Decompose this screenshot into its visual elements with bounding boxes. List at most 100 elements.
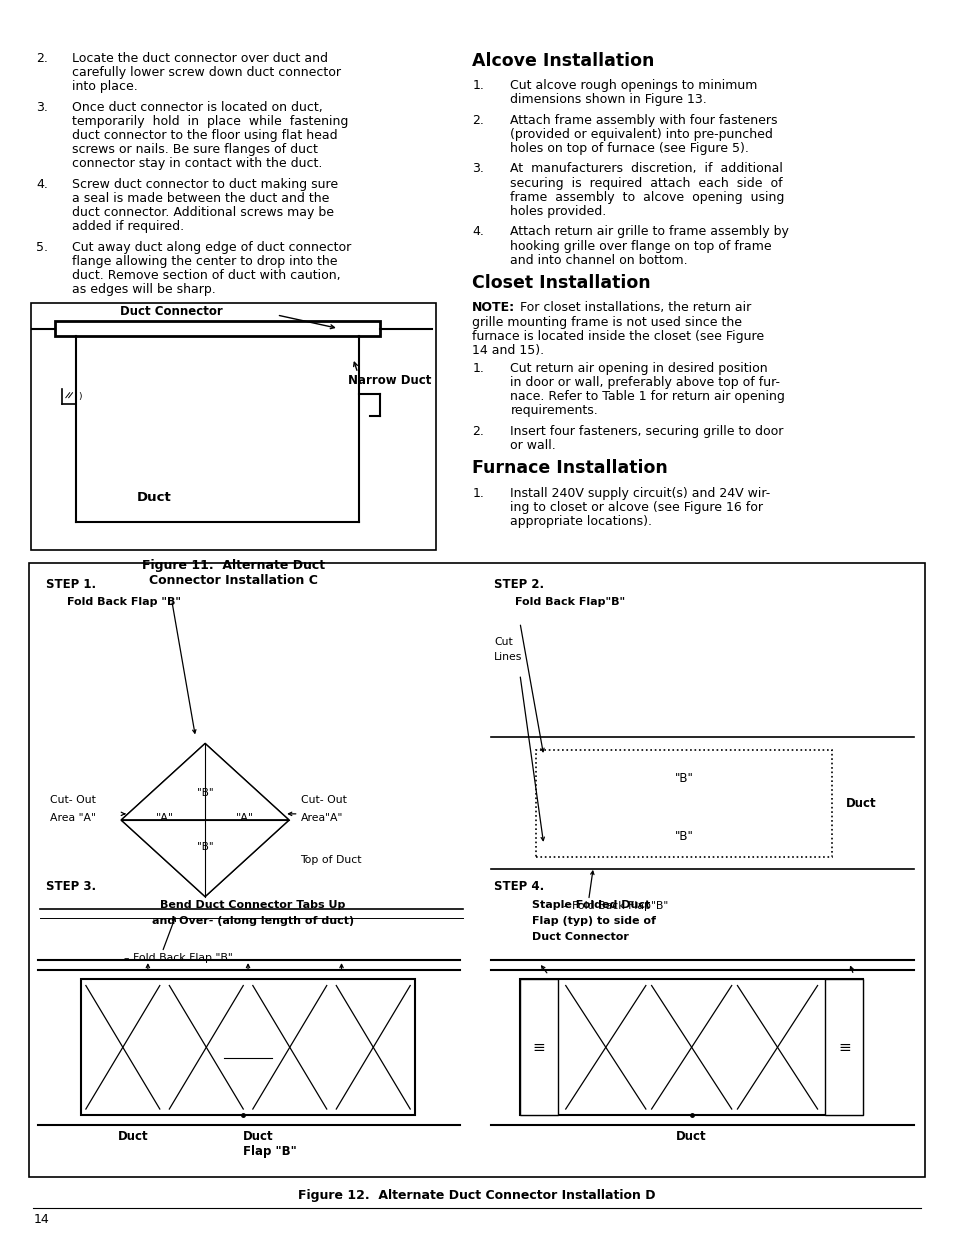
Bar [30, 303, 436, 550]
Text: into place.: into place. [71, 80, 137, 94]
Bar [519, 979, 862, 1115]
Text: Cut: Cut [494, 637, 513, 647]
Text: Cut return air opening in desired position: Cut return air opening in desired positi… [510, 362, 767, 375]
Bar [55, 321, 379, 336]
Text: Cut away duct along edge of duct connector: Cut away duct along edge of duct connect… [71, 241, 351, 254]
Text: Area "A": Area "A" [50, 813, 95, 823]
Text: "B": "B" [674, 772, 693, 785]
Text: Figure 12.  Alternate Duct Connector Installation D: Figure 12. Alternate Duct Connector Inst… [298, 1189, 655, 1203]
Bar [29, 563, 924, 1177]
Text: a seal is made between the duct and the: a seal is made between the duct and the [71, 193, 329, 205]
Text: Duct Connector: Duct Connector [120, 305, 223, 317]
Text: Flap (typ) to side of: Flap (typ) to side of [532, 916, 656, 926]
Text: – Fold Back Flap "B": – Fold Back Flap "B" [124, 953, 233, 963]
Text: 3.: 3. [36, 101, 48, 114]
Text: 1.: 1. [472, 79, 483, 93]
Text: 2.: 2. [36, 52, 48, 65]
Text: and Over- (along length of duct): and Over- (along length of duct) [152, 916, 354, 926]
Text: temporarily  hold  in  place  while  fastening: temporarily hold in place while fastenin… [71, 115, 348, 128]
Text: For closet installations, the return air: For closet installations, the return air [512, 301, 751, 315]
Text: dimensions shown in Figure 13.: dimensions shown in Figure 13. [510, 94, 706, 106]
Text: Duct: Duct [845, 797, 876, 810]
Text: Attach frame assembly with four fasteners: Attach frame assembly with four fastener… [510, 114, 777, 127]
Text: 5.: 5. [36, 241, 49, 254]
Text: "B": "B" [196, 788, 213, 798]
Text: appropriate locations).: appropriate locations). [510, 515, 652, 529]
Text: Staple Folded Duct: Staple Folded Duct [532, 899, 650, 910]
Text: 14 and 15).: 14 and 15). [472, 343, 544, 357]
Text: nace. Refer to Table 1 for return air opening: nace. Refer to Table 1 for return air op… [510, 390, 784, 404]
Text: ≡: ≡ [837, 1040, 850, 1055]
Text: 4.: 4. [36, 178, 48, 191]
Text: Cut- Out: Cut- Out [300, 795, 346, 805]
Text: grille mounting frame is not used since the: grille mounting frame is not used since … [472, 316, 741, 329]
Text: 14: 14 [33, 1213, 50, 1226]
Text: STEP 3.: STEP 3. [46, 879, 96, 893]
Text: Area"A": Area"A" [300, 813, 342, 823]
Text: Install 240V supply circuit(s) and 24V wir-: Install 240V supply circuit(s) and 24V w… [510, 487, 770, 500]
Text: added if required.: added if required. [71, 220, 184, 233]
Text: Furnace Installation: Furnace Installation [472, 459, 667, 478]
Text: Duct: Duct [137, 492, 172, 504]
Polygon shape [121, 743, 205, 897]
Text: At  manufacturers  discretion,  if  additional: At manufacturers discretion, if addition… [510, 163, 782, 175]
Text: 1.: 1. [472, 362, 483, 375]
Text: Insert four fasteners, securing grille to door: Insert four fasteners, securing grille t… [510, 425, 783, 438]
Text: Bend Duct Connector Tabs Up: Bend Duct Connector Tabs Up [160, 899, 345, 910]
Text: Alcove Installation: Alcove Installation [472, 52, 654, 70]
Text: STEP 4.: STEP 4. [494, 879, 544, 893]
Text: 1.: 1. [472, 487, 483, 500]
Text: frame  assembly  to  alcove  opening  using: frame assembly to alcove opening using [510, 191, 784, 204]
Text: 2.: 2. [472, 425, 483, 438]
Text: Duct: Duct [676, 1130, 706, 1144]
Text: connector stay in contact with the duct.: connector stay in contact with the duct. [71, 158, 321, 170]
Text: Flap "B": Flap "B" [243, 1145, 296, 1158]
Text: and into channel on bottom.: and into channel on bottom. [510, 254, 687, 267]
Text: Lines: Lines [494, 652, 522, 662]
Text: Closet Installation: Closet Installation [472, 274, 650, 293]
Text: holes provided.: holes provided. [510, 205, 606, 219]
Text: ing to closet or alcove (see Figure 16 for: ing to closet or alcove (see Figure 16 f… [510, 501, 762, 514]
Text: securing  is  required  attach  each  side  of: securing is required attach each side of [510, 177, 782, 190]
Text: ): ) [78, 391, 82, 401]
Text: 4.: 4. [472, 226, 483, 238]
Text: carefully lower screw down duct connector: carefully lower screw down duct connecto… [71, 65, 340, 79]
Text: requirements.: requirements. [510, 404, 598, 417]
Text: furnace is located inside the closet (see Figure: furnace is located inside the closet (se… [472, 330, 763, 343]
Text: hooking grille over flange on top of frame: hooking grille over flange on top of fra… [510, 240, 771, 253]
Text: Fold Back Flap"B": Fold Back Flap"B" [515, 597, 624, 606]
Polygon shape [121, 820, 289, 897]
Text: – Fold Back Flap"B": – Fold Back Flap"B" [562, 902, 667, 911]
Text: "A": "A" [236, 813, 253, 823]
Bar [824, 979, 862, 1115]
Text: Narrow Duct: Narrow Duct [348, 374, 431, 387]
Polygon shape [121, 743, 289, 820]
Bar [519, 979, 558, 1115]
Text: Top of Duct: Top of Duct [300, 855, 361, 864]
Text: Locate the duct connector over duct and: Locate the duct connector over duct and [71, 52, 327, 65]
Bar [536, 750, 831, 857]
Text: "B": "B" [196, 842, 213, 852]
Text: screws or nails. Be sure flanges of duct: screws or nails. Be sure flanges of duct [71, 143, 317, 157]
Text: Attach return air grille to frame assembly by: Attach return air grille to frame assemb… [510, 226, 788, 238]
Text: 3.: 3. [472, 163, 483, 175]
Text: duct connector to the floor using flat head: duct connector to the floor using flat h… [71, 130, 336, 142]
Bar [81, 979, 415, 1115]
Text: STEP 2.: STEP 2. [494, 578, 544, 592]
Text: "A": "A" [156, 813, 173, 823]
Polygon shape [205, 743, 289, 897]
Text: duct connector. Additional screws may be: duct connector. Additional screws may be [71, 206, 334, 220]
Text: "B": "B" [674, 830, 693, 844]
Text: holes on top of furnace (see Figure 5).: holes on top of furnace (see Figure 5). [510, 142, 748, 156]
Text: STEP 1.: STEP 1. [46, 578, 96, 592]
Text: Fold Back Flap "B": Fold Back Flap "B" [67, 597, 180, 606]
Text: NOTE:: NOTE: [472, 301, 515, 315]
Text: Cut alcove rough openings to minimum: Cut alcove rough openings to minimum [510, 79, 757, 93]
Text: 2.: 2. [472, 114, 483, 127]
Text: Figure 11.  Alternate Duct
Connector Installation C: Figure 11. Alternate Duct Connector Inst… [142, 559, 324, 588]
Text: flange allowing the center to drop into the: flange allowing the center to drop into … [71, 256, 336, 268]
Text: Duct Connector: Duct Connector [532, 932, 629, 942]
Text: in door or wall, preferably above top of fur-: in door or wall, preferably above top of… [510, 375, 780, 389]
Text: duct. Remove section of duct with caution,: duct. Remove section of duct with cautio… [71, 269, 340, 283]
Text: as edges will be sharp.: as edges will be sharp. [71, 284, 215, 296]
